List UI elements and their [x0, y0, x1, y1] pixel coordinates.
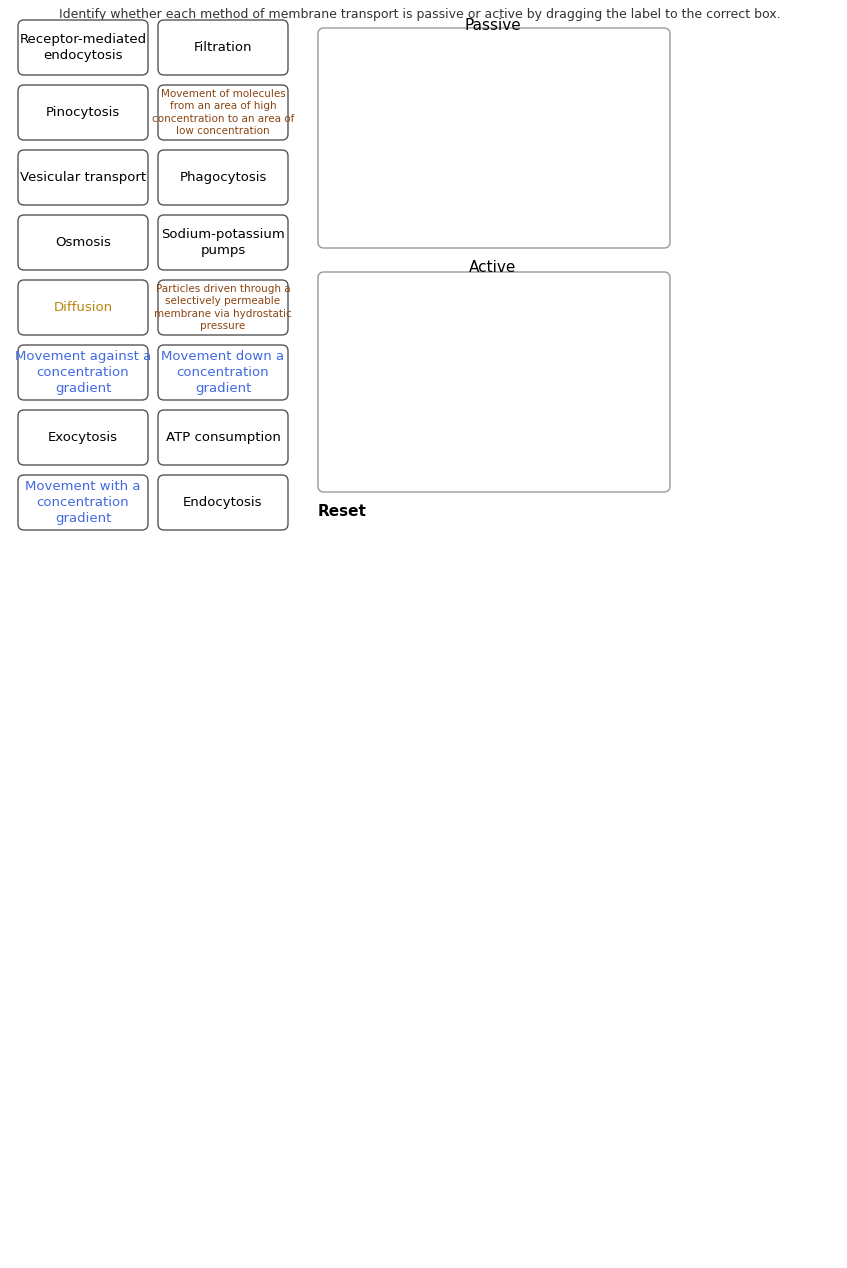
FancyBboxPatch shape [18, 410, 148, 465]
FancyBboxPatch shape [18, 85, 148, 139]
Text: Passive: Passive [465, 18, 522, 33]
Text: ATP consumption: ATP consumption [165, 431, 280, 444]
Text: Vesicular transport: Vesicular transport [20, 171, 146, 184]
FancyBboxPatch shape [18, 216, 148, 270]
FancyBboxPatch shape [318, 273, 670, 492]
FancyBboxPatch shape [18, 280, 148, 335]
Text: Filtration: Filtration [194, 41, 252, 55]
FancyBboxPatch shape [18, 476, 148, 530]
Text: Exocytosis: Exocytosis [48, 431, 118, 444]
Text: Pinocytosis: Pinocytosis [46, 107, 120, 119]
FancyBboxPatch shape [158, 85, 288, 139]
Text: Diffusion: Diffusion [53, 301, 113, 314]
FancyBboxPatch shape [158, 345, 288, 399]
Text: Movement of molecules
from an area of high
concentration to an area of
low conce: Movement of molecules from an area of hi… [152, 89, 294, 136]
Text: Movement with a
concentration
gradient: Movement with a concentration gradient [25, 481, 141, 525]
FancyBboxPatch shape [18, 345, 148, 399]
FancyBboxPatch shape [158, 150, 288, 205]
FancyBboxPatch shape [158, 216, 288, 270]
FancyBboxPatch shape [18, 150, 148, 205]
Text: Phagocytosis: Phagocytosis [180, 171, 267, 184]
Text: Movement against a
concentration
gradient: Movement against a concentration gradien… [15, 350, 151, 396]
Text: Active: Active [469, 260, 517, 275]
FancyBboxPatch shape [18, 20, 148, 75]
FancyBboxPatch shape [158, 410, 288, 465]
Text: Endocytosis: Endocytosis [183, 496, 263, 508]
Text: Reset: Reset [318, 503, 367, 519]
Text: Identify whether each method of membrane transport is passive or active by dragg: Identify whether each method of membrane… [59, 8, 781, 22]
Text: Particles driven through a
selectively permeable
membrane via hydrostatic
pressu: Particles driven through a selectively p… [154, 284, 292, 331]
Text: Movement down a
concentration
gradient: Movement down a concentration gradient [162, 350, 285, 396]
Text: Osmosis: Osmosis [55, 236, 111, 249]
FancyBboxPatch shape [158, 20, 288, 75]
FancyBboxPatch shape [158, 280, 288, 335]
Text: Receptor-mediated
endocytosis: Receptor-mediated endocytosis [19, 33, 147, 62]
FancyBboxPatch shape [158, 476, 288, 530]
FancyBboxPatch shape [318, 28, 670, 249]
Text: Sodium-potassium
pumps: Sodium-potassium pumps [161, 228, 285, 257]
